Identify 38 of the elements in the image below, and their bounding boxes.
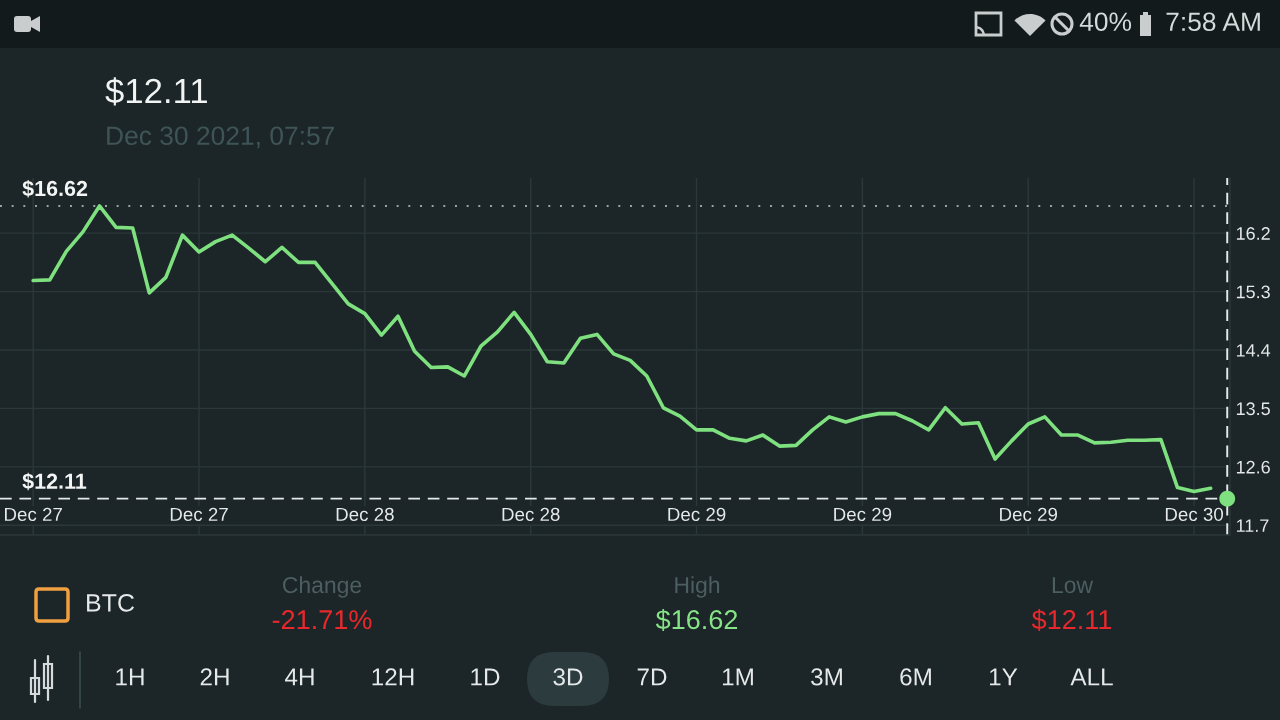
ref-line-label: $16.62 <box>22 179 88 198</box>
y-tick-label: 13.5 <box>1236 402 1270 416</box>
text: $16.62 <box>655 608 738 631</box>
y-tick-label: 14.4 <box>1236 344 1271 357</box>
x-tick-label: Dec 30 <box>1165 507 1224 521</box>
text: 2H <box>200 668 229 686</box>
text: -21.71% <box>272 610 372 630</box>
text: High <box>675 576 720 598</box>
text: 7:58 AM <box>1166 12 1260 32</box>
text: ALL <box>1070 668 1113 686</box>
text: 40% <box>1079 12 1132 32</box>
x-tick-label: Dec 29 <box>1000 507 1058 521</box>
text: 1M <box>722 668 753 686</box>
text: 1H <box>116 668 144 686</box>
text: 1Y <box>989 668 1018 686</box>
x-tick-label: Dec 28 <box>502 507 560 521</box>
y-tick-label: 12.6 <box>1236 460 1270 474</box>
text: 12H <box>372 668 414 686</box>
text: 6M <box>900 668 931 686</box>
text: 1D <box>471 668 500 686</box>
x-tick-label: Dec 29 <box>668 507 726 521</box>
text: Low <box>1052 577 1094 594</box>
ref-line-label: $12.11 <box>22 472 87 491</box>
text: BTC <box>87 594 135 612</box>
text: 3D <box>553 668 583 686</box>
x-tick-label: Dec 27 <box>5 507 62 521</box>
text: 3M <box>811 668 842 686</box>
x-tick-label: Dec 27 <box>170 507 228 521</box>
y-tick-label: 11.7 <box>1236 519 1269 532</box>
text: 7D <box>637 668 667 686</box>
text: Change <box>283 576 362 598</box>
y-tick-label: 16.2 <box>1236 227 1270 240</box>
chart-title: $12.11 <box>105 77 207 106</box>
x-tick-label: Dec 29 <box>834 507 892 521</box>
y-tick-label: 15.3 <box>1236 285 1270 299</box>
text: 4H <box>285 668 314 686</box>
x-tick-label: Dec 28 <box>336 507 394 521</box>
text: $12.11 <box>1031 608 1112 631</box>
